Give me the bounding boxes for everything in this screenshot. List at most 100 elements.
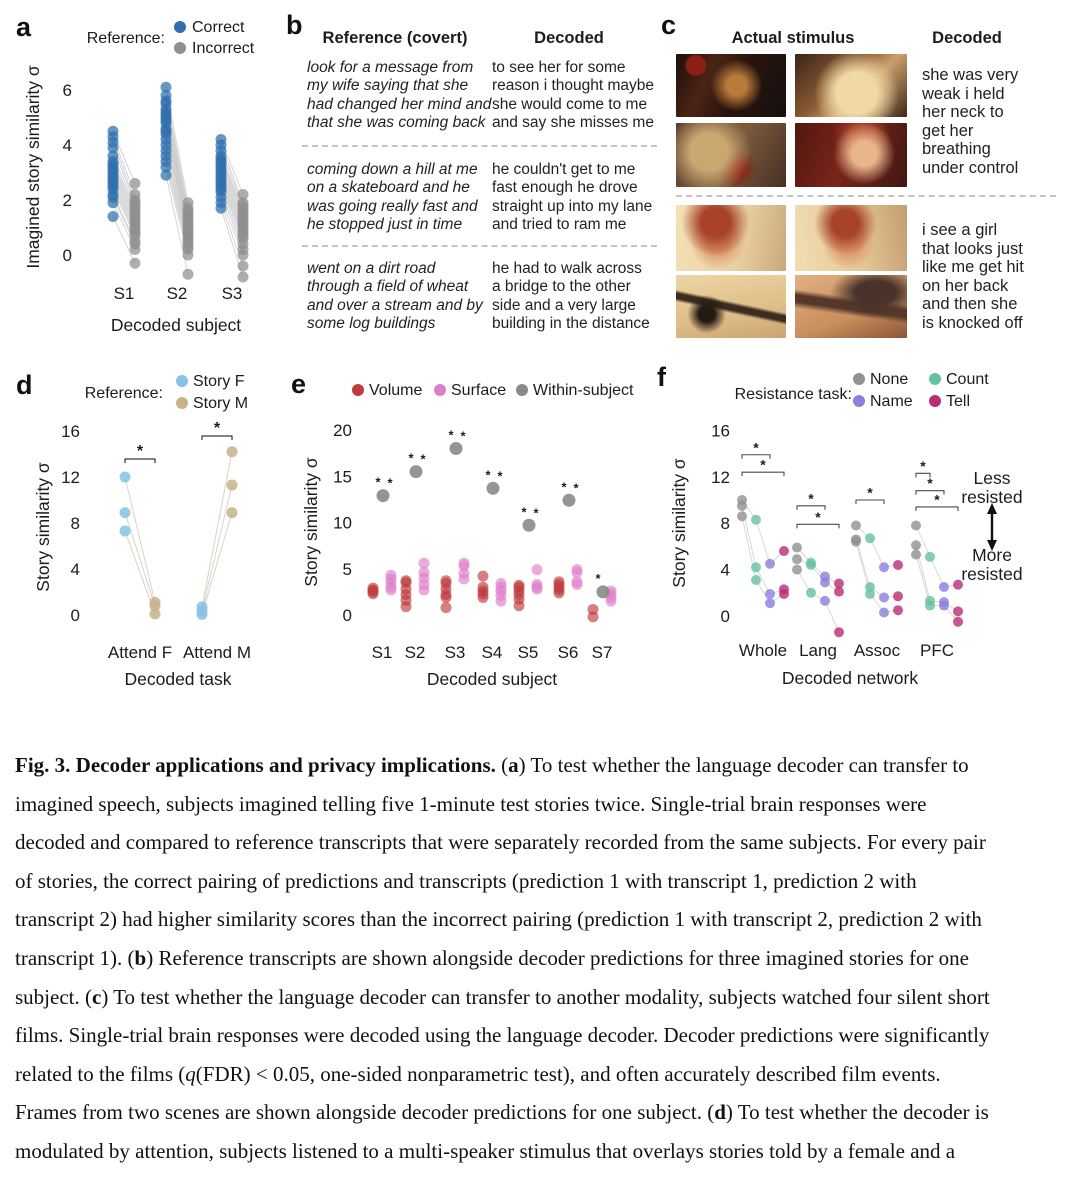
- svg-text:Story similarity σ: Story similarity σ: [301, 457, 321, 587]
- svg-text:*: *: [808, 490, 814, 506]
- svg-text:*: *: [460, 429, 466, 444]
- svg-text:*: *: [533, 505, 539, 520]
- svg-text:12: 12: [711, 468, 730, 487]
- svg-text:*: *: [815, 509, 821, 525]
- panel-d-attention-chart: 0 4 8 12 16 Story similarity σ Attend F Attend …: [33, 373, 251, 689]
- film-frame-scene1-2: [795, 54, 907, 117]
- svg-text:Count: Count: [946, 371, 989, 388]
- panel-c-decoded-header: Decoded: [932, 29, 1002, 47]
- svg-text:S2: S2: [405, 643, 426, 662]
- svg-text:S1: S1: [114, 284, 135, 303]
- svg-text:S3: S3: [445, 643, 466, 662]
- panel-label-c: c: [661, 10, 677, 40]
- svg-text:S6: S6: [558, 643, 579, 662]
- svg-text:15: 15: [333, 467, 352, 486]
- svg-text:Within-subject: Within-subject: [533, 382, 634, 399]
- svg-text:Assoc: Assoc: [854, 641, 901, 660]
- caption-line: Fig. 3. Decoder applications and privacy…: [15, 753, 969, 777]
- svg-text:16: 16: [61, 422, 80, 441]
- panel-b-reference-cell: look for a message from my wife saying th…: [307, 59, 492, 132]
- svg-text:Reference:: Reference:: [87, 30, 165, 47]
- caption-line: of stories, the correct pairing of predi…: [15, 868, 917, 893]
- svg-text:resisted: resisted: [961, 564, 1022, 584]
- panel-a-imagined-speech-chart: 0 2 4 6 Imagined story similarity σ S1 S2 S3 Dec…: [23, 19, 255, 335]
- svg-text:8: 8: [71, 514, 80, 533]
- svg-text:S5: S5: [518, 643, 539, 662]
- svg-text:Tell: Tell: [946, 393, 970, 410]
- panel-b-decoded-cell: to see her for some reason i thought mayb…: [492, 59, 654, 132]
- svg-text:Reference:: Reference:: [85, 385, 163, 402]
- film-frame-scene2-4: [795, 275, 907, 338]
- svg-text:4: 4: [63, 136, 72, 155]
- panel-f-connectors: [741, 499, 959, 633]
- panel-f-points: [737, 495, 963, 638]
- svg-text:Lang: Lang: [799, 641, 837, 660]
- film-frame-scene2-3: [676, 275, 786, 338]
- panel-label-a: a: [16, 12, 32, 42]
- panel-b-decoded-cell: he couldn't get to me fast enough he drov…: [492, 161, 653, 234]
- svg-text:0: 0: [63, 246, 72, 265]
- svg-text:20: 20: [333, 421, 352, 440]
- svg-text:S2: S2: [167, 284, 188, 303]
- svg-text:Story F: Story F: [193, 373, 245, 390]
- svg-text:*: *: [561, 479, 567, 494]
- panel-c-decoded-text: she was very weak i held her neck to get he…: [922, 66, 1019, 177]
- svg-text:PFC: PFC: [920, 641, 954, 660]
- panel-d-points: [119, 446, 238, 620]
- panel-a-incorrect-points: [129, 178, 249, 283]
- svg-text:0: 0: [343, 606, 352, 625]
- panel-b-reference-cell: went on a dirt road through a field of wh…: [307, 260, 483, 333]
- svg-text:0: 0: [71, 606, 80, 625]
- svg-text:6: 6: [63, 81, 72, 100]
- panel-b-reference-header: Reference (covert): [322, 29, 468, 47]
- svg-text:Story M: Story M: [193, 395, 248, 412]
- svg-text:10: 10: [333, 514, 352, 533]
- svg-text:12: 12: [61, 468, 80, 487]
- svg-text:*: *: [595, 571, 601, 586]
- panel-label-f: f: [657, 362, 666, 392]
- panel-f-resistance-chart: 0 4 8 12 16 Story similarity σ Whole Lang Assoc P…: [669, 371, 1023, 688]
- panel-c-divider: [676, 195, 1056, 197]
- caption-line: films. Single-trial brain responses were…: [15, 1023, 990, 1048]
- svg-text:Decoded network: Decoded network: [782, 668, 918, 688]
- svg-text:2: 2: [63, 191, 72, 210]
- caption-line: transcript 1). (b) Reference transcripts…: [15, 945, 970, 970]
- panel-b-reference-cell: coming down a hill at me on a skateboard …: [307, 161, 478, 234]
- panel-b-divider-1: [302, 145, 657, 147]
- panel-label-e: e: [291, 369, 307, 399]
- panel-label-d: d: [16, 370, 33, 400]
- svg-text:Surface: Surface: [451, 382, 506, 399]
- svg-text:*: *: [753, 439, 759, 455]
- svg-text:Volume: Volume: [369, 382, 422, 399]
- svg-text:S1: S1: [372, 643, 393, 662]
- svg-text:S4: S4: [482, 643, 503, 662]
- svg-text:Story similarity σ: Story similarity σ: [669, 458, 689, 588]
- svg-text:*: *: [760, 457, 766, 473]
- film-frame-scene2-1: [676, 205, 786, 271]
- film-frame-scene2-2: [795, 205, 907, 271]
- svg-text:Imagined story similarity σ: Imagined story similarity σ: [23, 65, 43, 269]
- caption-line: imagined speech, subjects imagined telli…: [15, 791, 927, 816]
- svg-text:*: *: [448, 428, 454, 443]
- svg-text:*: *: [420, 452, 426, 467]
- svg-text:None: None: [870, 371, 908, 388]
- svg-text:Attend M: Attend M: [183, 643, 251, 662]
- svg-text:*: *: [137, 443, 144, 460]
- svg-text:Name: Name: [870, 393, 913, 410]
- svg-text:*: *: [573, 480, 579, 495]
- svg-text:Decoded task: Decoded task: [124, 669, 231, 689]
- svg-text:Story similarity σ: Story similarity σ: [33, 462, 53, 592]
- film-frame-scene1-3: [676, 123, 786, 187]
- panel-e-cross-subject-chart: 0 5 10 15 20 Story similarity σ S1 S2 S3 S4 S5 S6 S7…: [301, 382, 634, 689]
- svg-text:*: *: [934, 491, 940, 507]
- svg-text:S3: S3: [222, 284, 243, 303]
- svg-text:*: *: [485, 467, 491, 482]
- svg-text:More: More: [972, 545, 1012, 565]
- film-frame-scene1-4: [795, 123, 907, 187]
- panel-e-points: [367, 442, 617, 623]
- caption-line: subject. (c) To test whether the languag…: [15, 984, 990, 1009]
- svg-text:*: *: [867, 485, 873, 501]
- svg-text:*: *: [927, 475, 933, 491]
- svg-text:8: 8: [721, 514, 730, 533]
